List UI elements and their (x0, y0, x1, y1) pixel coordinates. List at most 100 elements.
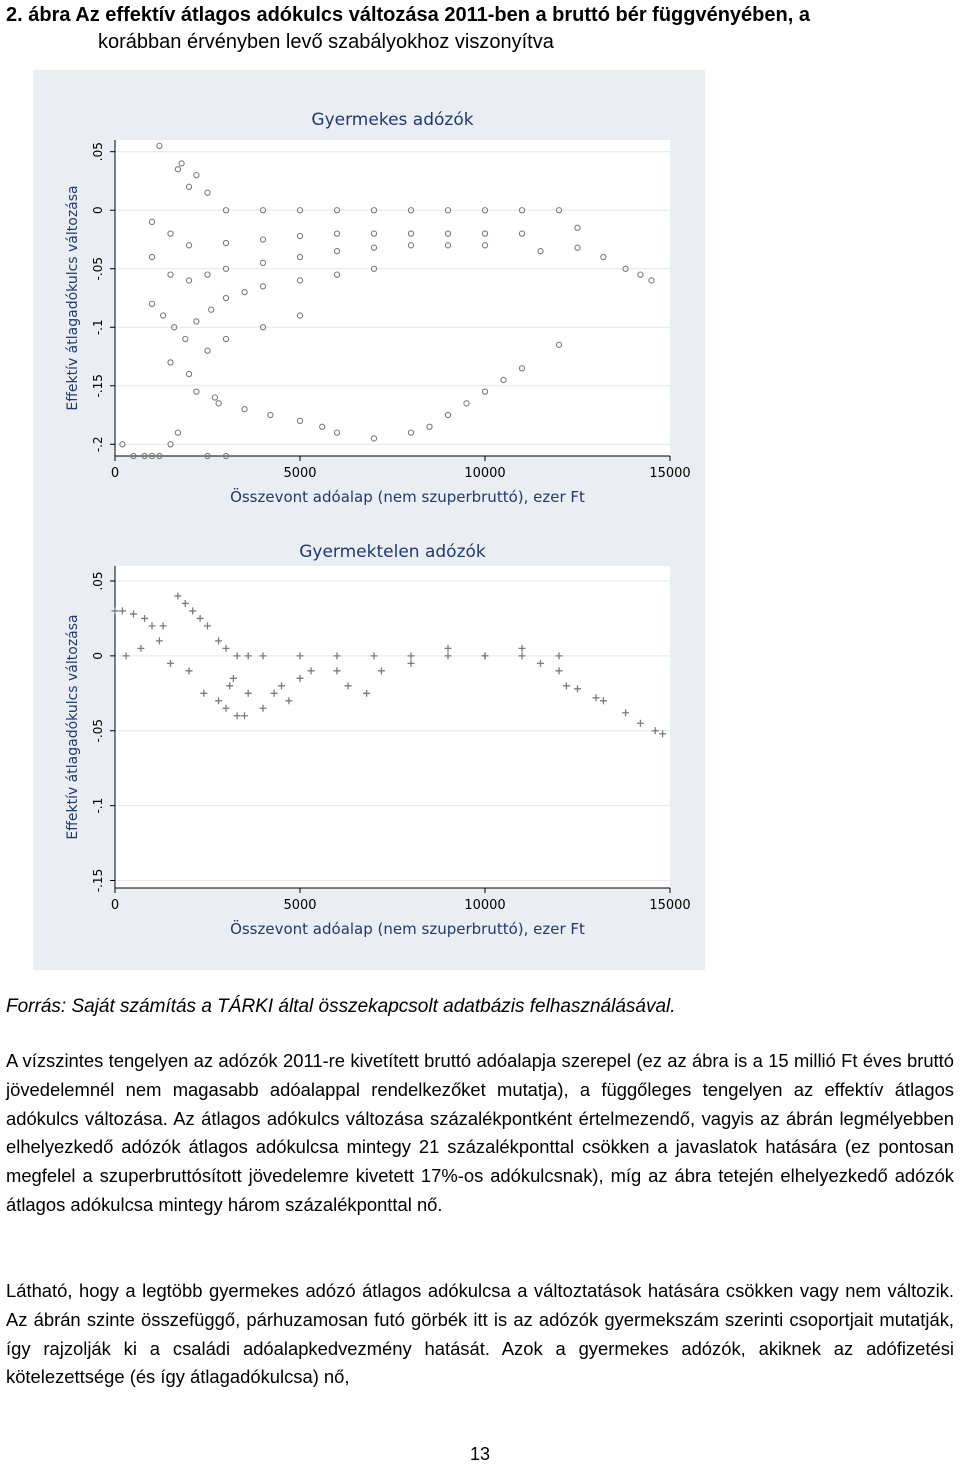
x-tick-label: 10000 (464, 898, 505, 913)
x-tick-label: 0 (111, 898, 119, 913)
data-point (500, 376, 507, 384)
data-point (333, 230, 341, 237)
data-point (181, 599, 189, 607)
data-point (178, 160, 185, 167)
data-point (167, 271, 174, 278)
data-point (159, 312, 167, 319)
data-point (171, 324, 178, 331)
x-tick-label: 5000 (283, 898, 316, 913)
data-point (407, 652, 415, 660)
data-point (167, 659, 174, 667)
data-point (259, 652, 267, 660)
data-point (222, 335, 230, 343)
data-point (148, 253, 156, 261)
data-point (562, 682, 570, 690)
data-point (518, 230, 526, 237)
data-point (370, 244, 378, 251)
data-point (193, 318, 200, 325)
y-tick-label: -.05 (91, 257, 105, 280)
charts-svg: Gyermekes adózók -.2 -.15 -.1 -.05 0 .05 0 5000 1… (65, 110, 691, 938)
data-point (296, 253, 304, 261)
data-point (259, 236, 267, 243)
x-tick-label: 15000 (649, 466, 690, 481)
data-point (518, 652, 526, 660)
data-point (444, 411, 452, 419)
y-tick-label: -.2 (91, 436, 105, 452)
data-point (222, 207, 230, 214)
x-tick-label: 0 (111, 466, 119, 481)
data-point (555, 341, 563, 348)
data-point (444, 242, 452, 249)
data-point (296, 207, 304, 214)
data-point (555, 207, 563, 214)
data-point (130, 610, 137, 618)
data-point (204, 347, 211, 354)
data-point (167, 441, 174, 448)
data-point (444, 230, 452, 237)
data-point (215, 400, 222, 407)
data-point (426, 423, 433, 430)
y-tick-label: -.15 (91, 869, 105, 892)
data-point (407, 242, 415, 249)
data-point (407, 207, 415, 214)
data-point (222, 644, 230, 652)
data-point (156, 452, 163, 460)
data-point (185, 370, 193, 378)
y-tick-label: -.15 (91, 374, 105, 397)
data-point (233, 652, 241, 660)
data-point (481, 652, 489, 660)
data-point (363, 689, 371, 697)
data-point (518, 644, 526, 652)
data-point (118, 607, 126, 615)
data-point (155, 637, 163, 645)
y-axis-label: Effektív átlagadókulcs változása (65, 185, 81, 410)
data-point (599, 697, 607, 705)
data-point (259, 704, 267, 712)
data-point (481, 207, 489, 214)
data-point (370, 230, 378, 237)
data-point (222, 294, 230, 302)
data-point (185, 667, 193, 675)
data-point (555, 652, 563, 660)
data-point (189, 607, 197, 615)
chart-1: Gyermekes adózók -.2 -.15 -.1 -.05 0 .05 0 5000 1… (65, 110, 691, 506)
data-point (481, 242, 489, 249)
data-point (407, 659, 415, 667)
plot-area (115, 140, 670, 456)
y-tick-label: -.1 (91, 319, 105, 335)
data-point (259, 259, 267, 267)
data-point (333, 207, 341, 214)
data-point (226, 682, 234, 690)
data-point (215, 697, 223, 705)
data-point (296, 312, 304, 319)
data-point (222, 265, 230, 272)
data-point (215, 637, 223, 645)
data-point (518, 207, 526, 214)
y-tick-label: -.05 (91, 719, 105, 742)
body-paragraph-2: Látható, hogy a legtöbb gyermekes adózó … (6, 1280, 954, 1388)
data-point (193, 171, 200, 179)
data-point (204, 271, 211, 278)
data-point (463, 400, 470, 407)
data-point (148, 452, 156, 460)
data-point (333, 271, 341, 278)
data-point (233, 712, 241, 720)
data-point (259, 283, 267, 290)
data-point (156, 142, 163, 150)
data-point (222, 239, 230, 247)
data-point (574, 224, 581, 231)
chart-title: Gyermekes adózók (311, 110, 473, 130)
data-point (648, 277, 655, 284)
data-point (241, 406, 248, 413)
data-point (370, 652, 378, 660)
chart-2: Gyermektelen adózók -.15 -.1 -.05 0 .05 0 5000 1… (65, 542, 691, 938)
x-axis-label: Összevont adóalap (nem szuperbruttó), ez… (230, 487, 585, 506)
source-note: Forrás: Saját számítás a TÁRKI által öss… (6, 996, 676, 1017)
data-point (141, 452, 148, 460)
x-tick-label: 5000 (283, 466, 316, 481)
data-point (444, 207, 452, 214)
data-point (333, 248, 341, 255)
data-point (204, 452, 211, 460)
data-point (333, 429, 341, 436)
data-point (370, 435, 378, 442)
